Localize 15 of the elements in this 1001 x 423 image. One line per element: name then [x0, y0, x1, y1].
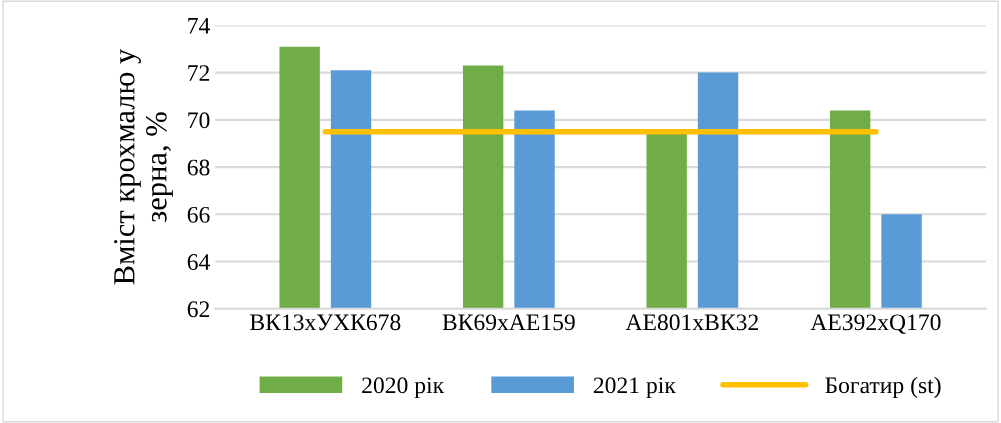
- y-axis-title: Вміст крохмалю у зерна, %: [114, 48, 173, 285]
- legend-label: Богатир (st): [825, 376, 941, 399]
- x-tick-label: ВК69хАЕ159: [442, 314, 575, 331]
- y-tick-label: 74: [188, 18, 210, 34]
- x-tick-label: АЕ392хQ170: [810, 314, 941, 334]
- legend-label: 2020 рік: [362, 377, 445, 399]
- y-tick-label: 62: [187, 301, 210, 318]
- y-tick-label: 70: [188, 112, 210, 129]
- y-tick-label: 68: [187, 159, 210, 176]
- y-tick-label: 72: [188, 65, 210, 81]
- x-tick-label: ВК13хУХК678: [250, 314, 401, 331]
- legend-label: 2021 рік: [593, 377, 676, 399]
- x-tick-label: АЕ801хВК32: [625, 314, 758, 331]
- y-tick-label: 64: [187, 254, 210, 270]
- y-tick-label: 66: [187, 206, 210, 223]
